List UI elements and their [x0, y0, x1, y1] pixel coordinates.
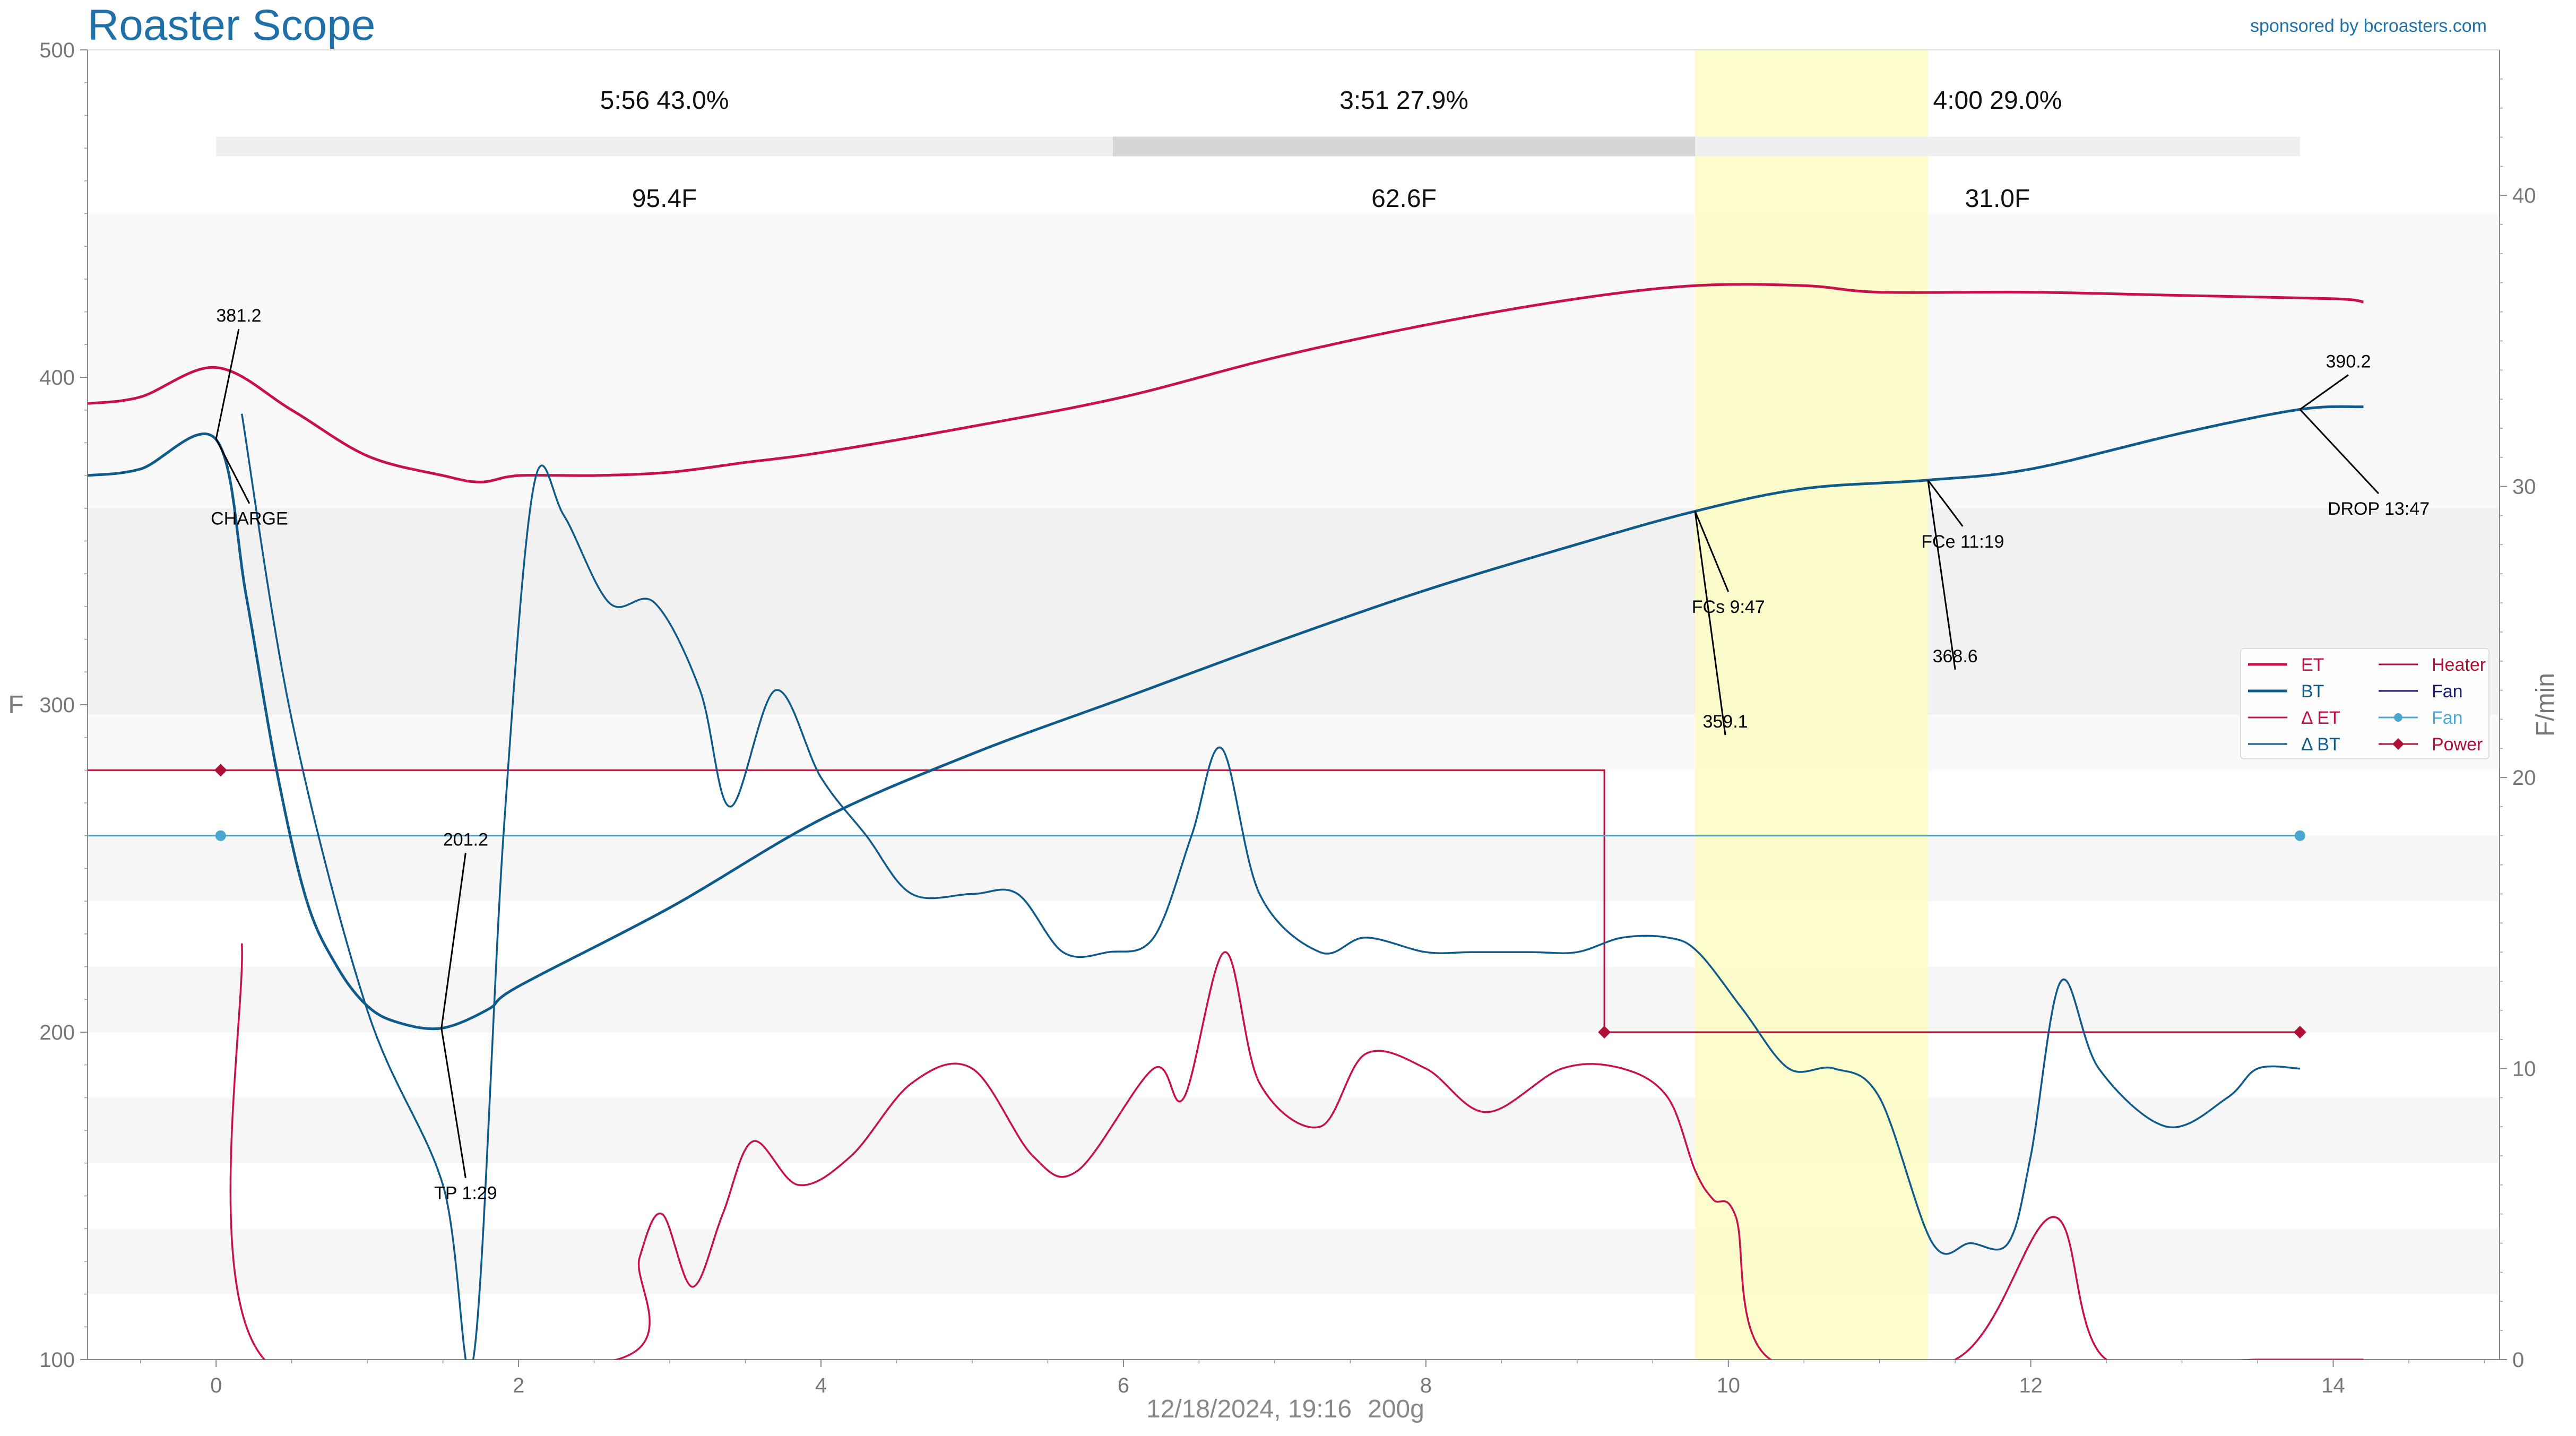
background-band [88, 1163, 2500, 1229]
phase-time-label: 4:00 29.0% [1933, 86, 2062, 115]
drop-value-label: 390.2 [2326, 351, 2371, 371]
phase-bar-segment [216, 136, 1113, 157]
fce-value-label: 368.6 [1933, 646, 1978, 667]
charge-annotation-leader [215, 328, 240, 439]
y-tick-label: 500 [39, 39, 75, 62]
fce-event-label: FCe 11:19 [1921, 532, 2004, 552]
fan-marker [2294, 830, 2305, 841]
fcs-annotation-leader [1694, 511, 1730, 592]
y-tick-label: 300 [39, 694, 75, 717]
background-band [88, 508, 2500, 715]
legend-label: Δ BT [2301, 734, 2340, 755]
app-title: Roaster Scope [88, 1, 376, 49]
phase-rise-label: 95.4F [632, 185, 697, 213]
y-tick-label: 400 [39, 366, 75, 390]
legend-label: Power [2432, 734, 2483, 755]
y2-axis-label: F/min [2531, 673, 2560, 737]
background-band [88, 714, 2500, 771]
bt-line [88, 405, 2364, 1031]
roast-weight: 200g [1368, 1395, 1424, 1423]
y2-tick-label: 20 [2512, 766, 2536, 790]
et-line [88, 283, 2364, 483]
x-tick-label: 2 [513, 1374, 524, 1397]
drop-event-label: DROP 13:47 [2328, 499, 2430, 519]
background-band [88, 1032, 2500, 1098]
background-band [88, 50, 2500, 214]
delta-et-line [229, 943, 2364, 1360]
charge-value-label: 381.2 [216, 306, 261, 326]
legend-label: Δ ET [2301, 708, 2340, 728]
x-tick-label: 4 [815, 1374, 827, 1397]
drop-annotation-leader [2299, 374, 2349, 410]
legend-marker [2392, 738, 2404, 750]
legend-label: Fan [2432, 681, 2463, 702]
tp-annotation-leader [440, 853, 466, 1028]
delta-bt-line [240, 413, 2300, 1360]
power-marker [214, 764, 227, 777]
x-tick-label: 6 [1118, 1374, 1129, 1397]
x-tick-label: 10 [1716, 1374, 1740, 1397]
fce-annotation-leader [1927, 479, 1964, 527]
background-band [88, 770, 2500, 836]
y2-tick-label: 0 [2512, 1348, 2524, 1372]
fcs-event-label: FCs 9:47 [1692, 597, 1765, 617]
phase-time-label: 3:51 27.9% [1339, 86, 1468, 115]
legend-label: Fan [2432, 708, 2463, 728]
y2-tick-label: 40 [2512, 184, 2536, 207]
legend-label: Heater [2432, 655, 2486, 675]
sponsor-link[interactable]: sponsored by bcroasters.com [2250, 16, 2487, 36]
tp-event-label: TP 1:29 [434, 1183, 497, 1204]
x-tick-label: 0 [210, 1374, 222, 1397]
legend-box [2240, 648, 2489, 759]
background-band [88, 835, 2500, 902]
roast-info: 12/18/2024, 19:16 200g [1146, 1395, 1440, 1424]
y2-tick-label: 10 [2512, 1058, 2536, 1081]
fce-annotation-leader [1927, 480, 1956, 670]
charge-annotation-leader [215, 438, 250, 504]
power-marker [1598, 1026, 1611, 1039]
background-band [88, 1229, 2500, 1294]
background-band [88, 1294, 2500, 1360]
phase-rise-label: 31.0F [1965, 185, 2030, 213]
development-band [1695, 50, 1928, 1360]
phase-bar-segment [1112, 136, 1696, 157]
roast-datetime: 12/18/2024, 19:16 [1146, 1395, 1352, 1423]
power-marker [2293, 1026, 2306, 1039]
background-band [88, 1097, 2500, 1163]
plot-area [88, 283, 2364, 1360]
fan-marker [215, 830, 226, 841]
y-tick-label: 100 [39, 1348, 75, 1372]
background-band [88, 901, 2500, 967]
x-tick-label: 14 [2321, 1374, 2345, 1397]
fcs-value-label: 359.1 [1702, 712, 1748, 732]
x-tick-label: 8 [1420, 1374, 1432, 1397]
heater-setting-line [88, 769, 2300, 1033]
tp-value-label: 201.2 [443, 829, 488, 850]
y-tick-label: 200 [39, 1021, 75, 1044]
legend-label: ET [2301, 655, 2324, 675]
background-band [88, 966, 2500, 1032]
fcs-annotation-leader [1694, 511, 1726, 736]
y-axis-label: F [8, 691, 23, 719]
phase-bar-segment [1695, 136, 2300, 157]
charge-event-label: CHARGE [211, 509, 288, 529]
tp-annotation-leader [440, 1028, 466, 1178]
background-band [88, 213, 2500, 508]
y2-tick-label: 30 [2512, 475, 2536, 499]
legend-label: BT [2301, 681, 2324, 702]
legend-marker [2394, 713, 2402, 722]
drop-annotation-leader [2299, 409, 2380, 495]
phase-rise-label: 62.6F [1371, 185, 1437, 213]
phase-time-label: 5:56 43.0% [600, 86, 729, 115]
x-tick-label: 12 [2019, 1374, 2043, 1397]
